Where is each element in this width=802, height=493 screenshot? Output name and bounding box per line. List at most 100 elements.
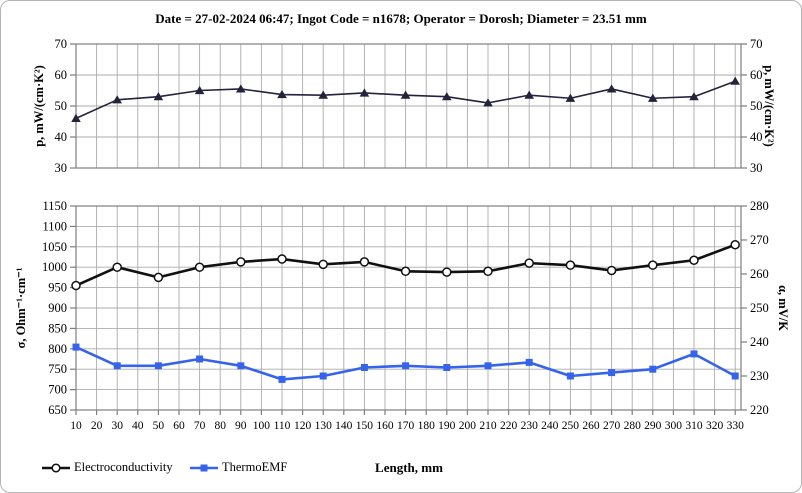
y-right-tick-label: 220 [750, 403, 769, 417]
data-point-marker [359, 88, 370, 97]
x-tick-label: 200 [459, 420, 477, 432]
data-point-marker [153, 272, 164, 283]
x-tick-label: 180 [418, 420, 436, 432]
y-right-tick-label: 40 [750, 130, 763, 144]
y-left-tick-label: 1000 [42, 260, 67, 274]
data-point-marker [72, 343, 80, 351]
y-left-tick-label: 800 [48, 342, 67, 356]
y-right-tick-label: 260 [750, 267, 769, 281]
y-left-tick-label: 1150 [42, 199, 67, 213]
data-point-marker [360, 364, 368, 371]
data-point-marker [484, 362, 492, 370]
y-right-tick-label: 270 [750, 233, 769, 247]
data-point-marker [689, 255, 699, 266]
data-point-marker [606, 265, 617, 276]
data-point-marker [443, 364, 451, 371]
x-tick-label: 330 [727, 420, 745, 432]
data-point-marker [277, 254, 287, 264]
data-point-marker [608, 369, 616, 377]
y-right-tick-label: 250 [750, 301, 769, 315]
top-chart-y-right-title: p, mW/(cm·K²) [762, 65, 776, 147]
top-chart-y-left-title: p, mW/(cm·K²) [32, 65, 46, 147]
x-tick-label: 140 [335, 420, 353, 432]
y-left-tick-label: 900 [48, 301, 67, 315]
data-point-marker [71, 113, 81, 122]
series-electroconductivity [71, 240, 740, 291]
y-left-tick-label: 40 [55, 130, 68, 144]
y-right-tick-label: 70 [750, 37, 763, 51]
x-tick-label: 90 [235, 420, 247, 432]
data-point-marker [606, 84, 617, 93]
data-point-marker [113, 362, 121, 370]
x-tick-label: 310 [685, 420, 703, 432]
data-point-marker [400, 266, 411, 277]
x-tick-label: 160 [376, 420, 394, 432]
data-point-marker [318, 259, 328, 270]
bottom-chart: 6507007508008509009501000105011001150220… [14, 199, 790, 432]
x-tick-label: 130 [315, 420, 333, 432]
electroconductivity-marker-icon [42, 462, 70, 473]
x-tick-label: 220 [500, 420, 518, 432]
data-point-marker [648, 260, 658, 270]
data-point-marker [565, 93, 576, 102]
x-tick-label: 60 [173, 420, 185, 432]
top-chart: 30 40 50 60 70 30 40 50 60 70 p, mW/(cm·K²) p, mW/(… [32, 37, 776, 175]
data-point-marker [648, 93, 658, 102]
x-tick-label: 260 [582, 420, 600, 432]
x-tick-label: 150 [356, 420, 374, 432]
data-point-marker [525, 358, 533, 366]
bottom-chart-grid [76, 205, 741, 411]
y-left-tick-label: 50 [55, 99, 68, 113]
x-tick-label: 230 [521, 420, 539, 432]
x-tick-label: 120 [294, 420, 312, 432]
data-point-marker [319, 372, 327, 380]
x-tick-label: 250 [562, 420, 580, 432]
data-point-marker [236, 257, 246, 267]
data-point-marker [237, 362, 245, 370]
thermoemf-marker-icon [190, 464, 218, 471]
data-point-marker [483, 266, 493, 277]
data-point-marker [730, 76, 740, 85]
data-point-marker [277, 89, 287, 99]
data-point-marker [196, 355, 204, 363]
x-tick-label: 300 [665, 420, 683, 432]
data-point-marker [400, 90, 411, 99]
data-point-marker [565, 260, 576, 270]
x-tick-label: 170 [397, 420, 415, 432]
y-right-tick-label: 60 [750, 68, 763, 82]
legend-item-electroconductivity: Electroconductivity [41, 460, 173, 475]
data-point-marker [566, 372, 574, 380]
legend-label-thermoemf: ThermoEMF [222, 460, 288, 474]
series-thermoemf [72, 343, 739, 383]
x-tick-label: 210 [479, 420, 497, 432]
y-left-tick-label: 950 [48, 281, 67, 295]
x-tick-label: 50 [153, 420, 165, 432]
legend-item-thermoemf: ThermoEMF [189, 460, 287, 475]
data-point-marker [236, 84, 246, 93]
data-point-marker [442, 92, 452, 101]
y-left-tick-label: 750 [48, 362, 67, 376]
legend-marker [51, 462, 61, 473]
x-tick-label: 70 [194, 420, 206, 432]
data-point-marker [524, 258, 534, 268]
x-tick-label: 290 [644, 420, 662, 432]
x-tick-label: 110 [274, 420, 291, 432]
data-point-marker [690, 350, 698, 358]
y-right-tick-label: 240 [750, 335, 769, 349]
data-point-marker [483, 98, 493, 107]
top-chart-grid [76, 43, 741, 169]
data-point-marker [730, 240, 740, 250]
y-left-tick-label: 70 [55, 37, 68, 51]
bottom-chart-y-left-title: σ, Ohm⁻¹·cm⁻¹ [14, 267, 28, 348]
y-right-tick-label: 30 [750, 161, 763, 175]
figure-title: Date = 27-02-2024 06:47; Ingot Code = n1… [155, 11, 647, 26]
x-tick-label: 190 [438, 420, 456, 432]
y-left-tick-label: 650 [48, 403, 67, 417]
y-left-tick-label: 850 [48, 321, 67, 335]
bottom-chart-y-right-title: α, mV/K [776, 285, 790, 331]
x-tick-label: 40 [132, 420, 144, 432]
data-point-marker [649, 365, 657, 373]
x-tick-label: 270 [603, 420, 621, 432]
